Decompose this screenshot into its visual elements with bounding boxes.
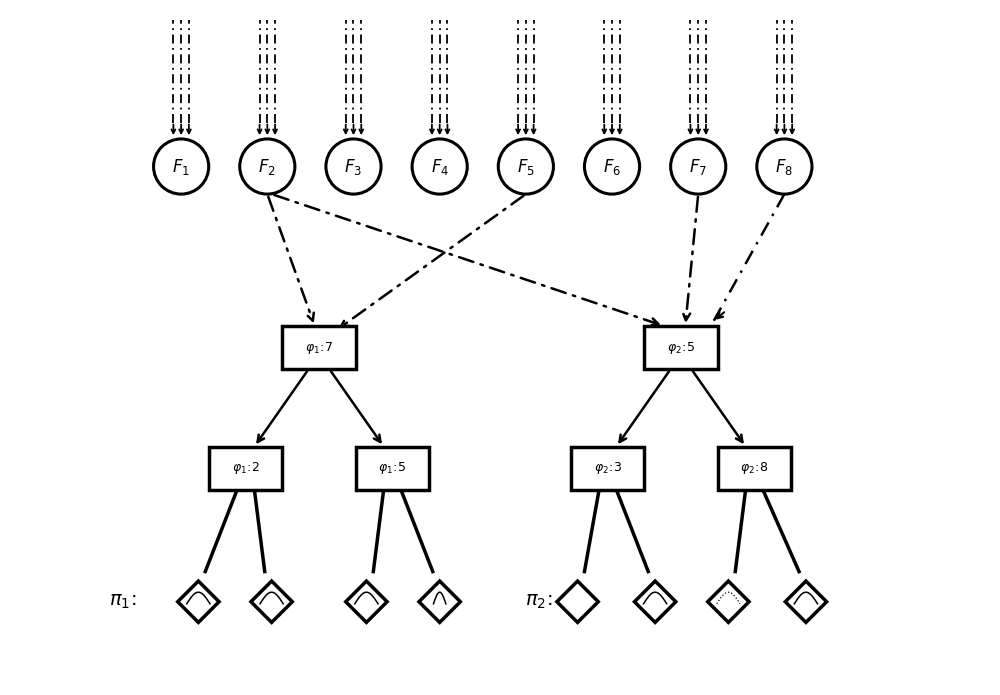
Text: $F_{5}$: $F_{5}$	[517, 156, 535, 177]
Polygon shape	[634, 581, 676, 623]
Circle shape	[154, 139, 209, 194]
Circle shape	[412, 139, 467, 194]
Circle shape	[498, 139, 553, 194]
Polygon shape	[785, 581, 827, 623]
Text: $\varphi_2\!:\!5$: $\varphi_2\!:\!5$	[667, 339, 695, 356]
Circle shape	[240, 139, 295, 194]
Bar	[209, 447, 282, 490]
Circle shape	[671, 139, 726, 194]
Polygon shape	[557, 581, 598, 623]
Bar	[356, 447, 429, 490]
Text: $\varphi_1\!:\!2$: $\varphi_1\!:\!2$	[232, 460, 260, 476]
Text: $F_{7}$: $F_{7}$	[689, 156, 707, 177]
Bar	[571, 447, 644, 490]
Text: $F_{3}$: $F_{3}$	[344, 156, 363, 177]
Text: $\varphi_2\!:\!3$: $\varphi_2\!:\!3$	[594, 460, 622, 476]
Text: $\pi_2\!:$: $\pi_2\!:$	[525, 593, 553, 611]
Text: $F_{4}$: $F_{4}$	[431, 156, 449, 177]
Bar	[718, 447, 791, 490]
Polygon shape	[419, 581, 460, 623]
Circle shape	[757, 139, 812, 194]
Bar	[282, 326, 356, 369]
Circle shape	[326, 139, 381, 194]
Text: $F_{1}$: $F_{1}$	[172, 156, 190, 177]
Polygon shape	[178, 581, 219, 623]
Bar	[644, 326, 718, 369]
Text: $F_{8}$: $F_{8}$	[775, 156, 793, 177]
Polygon shape	[251, 581, 292, 623]
Polygon shape	[708, 581, 749, 623]
Text: $\varphi_1\!:\!7$: $\varphi_1\!:\!7$	[305, 339, 333, 356]
Circle shape	[584, 139, 640, 194]
Text: $\varphi_1\!:\!5$: $\varphi_1\!:\!5$	[378, 460, 406, 476]
Text: $F_{6}$: $F_{6}$	[603, 156, 621, 177]
Text: $F_{2}$: $F_{2}$	[258, 156, 276, 177]
Text: $\pi_1\!:$: $\pi_1\!:$	[109, 593, 137, 611]
Polygon shape	[346, 581, 387, 623]
Text: $\varphi_2\!:\!8$: $\varphi_2\!:\!8$	[740, 460, 768, 476]
